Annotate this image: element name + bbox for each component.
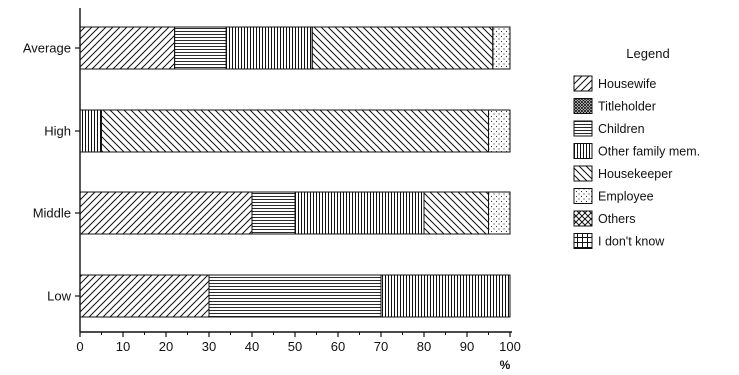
- bar-segment: [79, 274, 210, 318]
- legend-items: Housewife Titleholder Children Other family…: [573, 75, 700, 249]
- x-tick-label: 90: [460, 339, 474, 354]
- x-tick-label: 100: [499, 339, 521, 354]
- legend-swatch: [573, 210, 593, 227]
- legend-label: Others: [598, 212, 636, 226]
- legend-label: Housewife: [598, 77, 656, 91]
- legend-swatch: [573, 165, 593, 182]
- category-label: Average: [23, 41, 71, 56]
- legend: Legend Housewife Titleholder Children Other…: [573, 46, 700, 249]
- bar-segment: [79, 109, 102, 153]
- bar-segment: [380, 274, 511, 318]
- x-axis-ticks: 0 10 20 30 40 50 60 70 80 90 100: [76, 332, 521, 354]
- x-tick-label: 50: [288, 339, 302, 354]
- category-label: Low: [47, 289, 71, 304]
- bar-segment: [225, 26, 313, 70]
- x-tick-label: 70: [374, 339, 388, 354]
- legend-swatch: [573, 98, 593, 114]
- x-tick-label: 60: [331, 339, 345, 354]
- bar-segment: [423, 191, 489, 235]
- bar-segment: [488, 191, 511, 235]
- bar-segment: [251, 191, 296, 235]
- bar-segment: [311, 26, 494, 70]
- x-tick-label: 0: [76, 339, 83, 354]
- legend-swatch: [573, 233, 593, 249]
- bar-segment: [488, 109, 511, 153]
- legend-label: Titleholder: [598, 100, 656, 114]
- legend-label: Employee: [598, 190, 654, 204]
- x-axis-unit-label: %: [500, 358, 511, 372]
- x-tick-label: 20: [159, 339, 173, 354]
- x-tick-label: 40: [245, 339, 259, 354]
- legend-label: Housekeeper: [598, 167, 672, 181]
- bar-segment: [208, 274, 382, 318]
- x-tick-label: 80: [417, 339, 431, 354]
- legend-label: Other family mem.: [598, 145, 700, 159]
- category-label: Middle: [33, 206, 71, 221]
- legend-label: I don't know: [598, 235, 665, 249]
- legend-swatch: [573, 188, 593, 204]
- legend-title: Legend: [626, 46, 669, 61]
- category-labels: Average High Middle Low: [23, 41, 80, 304]
- legend-swatch: [573, 143, 593, 159]
- legend-label: Children: [598, 122, 645, 136]
- x-tick-label: 10: [116, 339, 130, 354]
- bar-segment: [294, 191, 425, 235]
- bars: [79, 26, 511, 318]
- bar-segment: [492, 26, 511, 70]
- bar-segment: [79, 191, 253, 235]
- category-label: High: [44, 124, 71, 139]
- legend-swatch: [573, 75, 593, 92]
- bar-segment: [174, 26, 227, 70]
- bar-segment: [79, 26, 176, 70]
- x-tick-label: 30: [202, 339, 216, 354]
- bar-segment: [101, 109, 489, 153]
- legend-swatch: [573, 120, 593, 137]
